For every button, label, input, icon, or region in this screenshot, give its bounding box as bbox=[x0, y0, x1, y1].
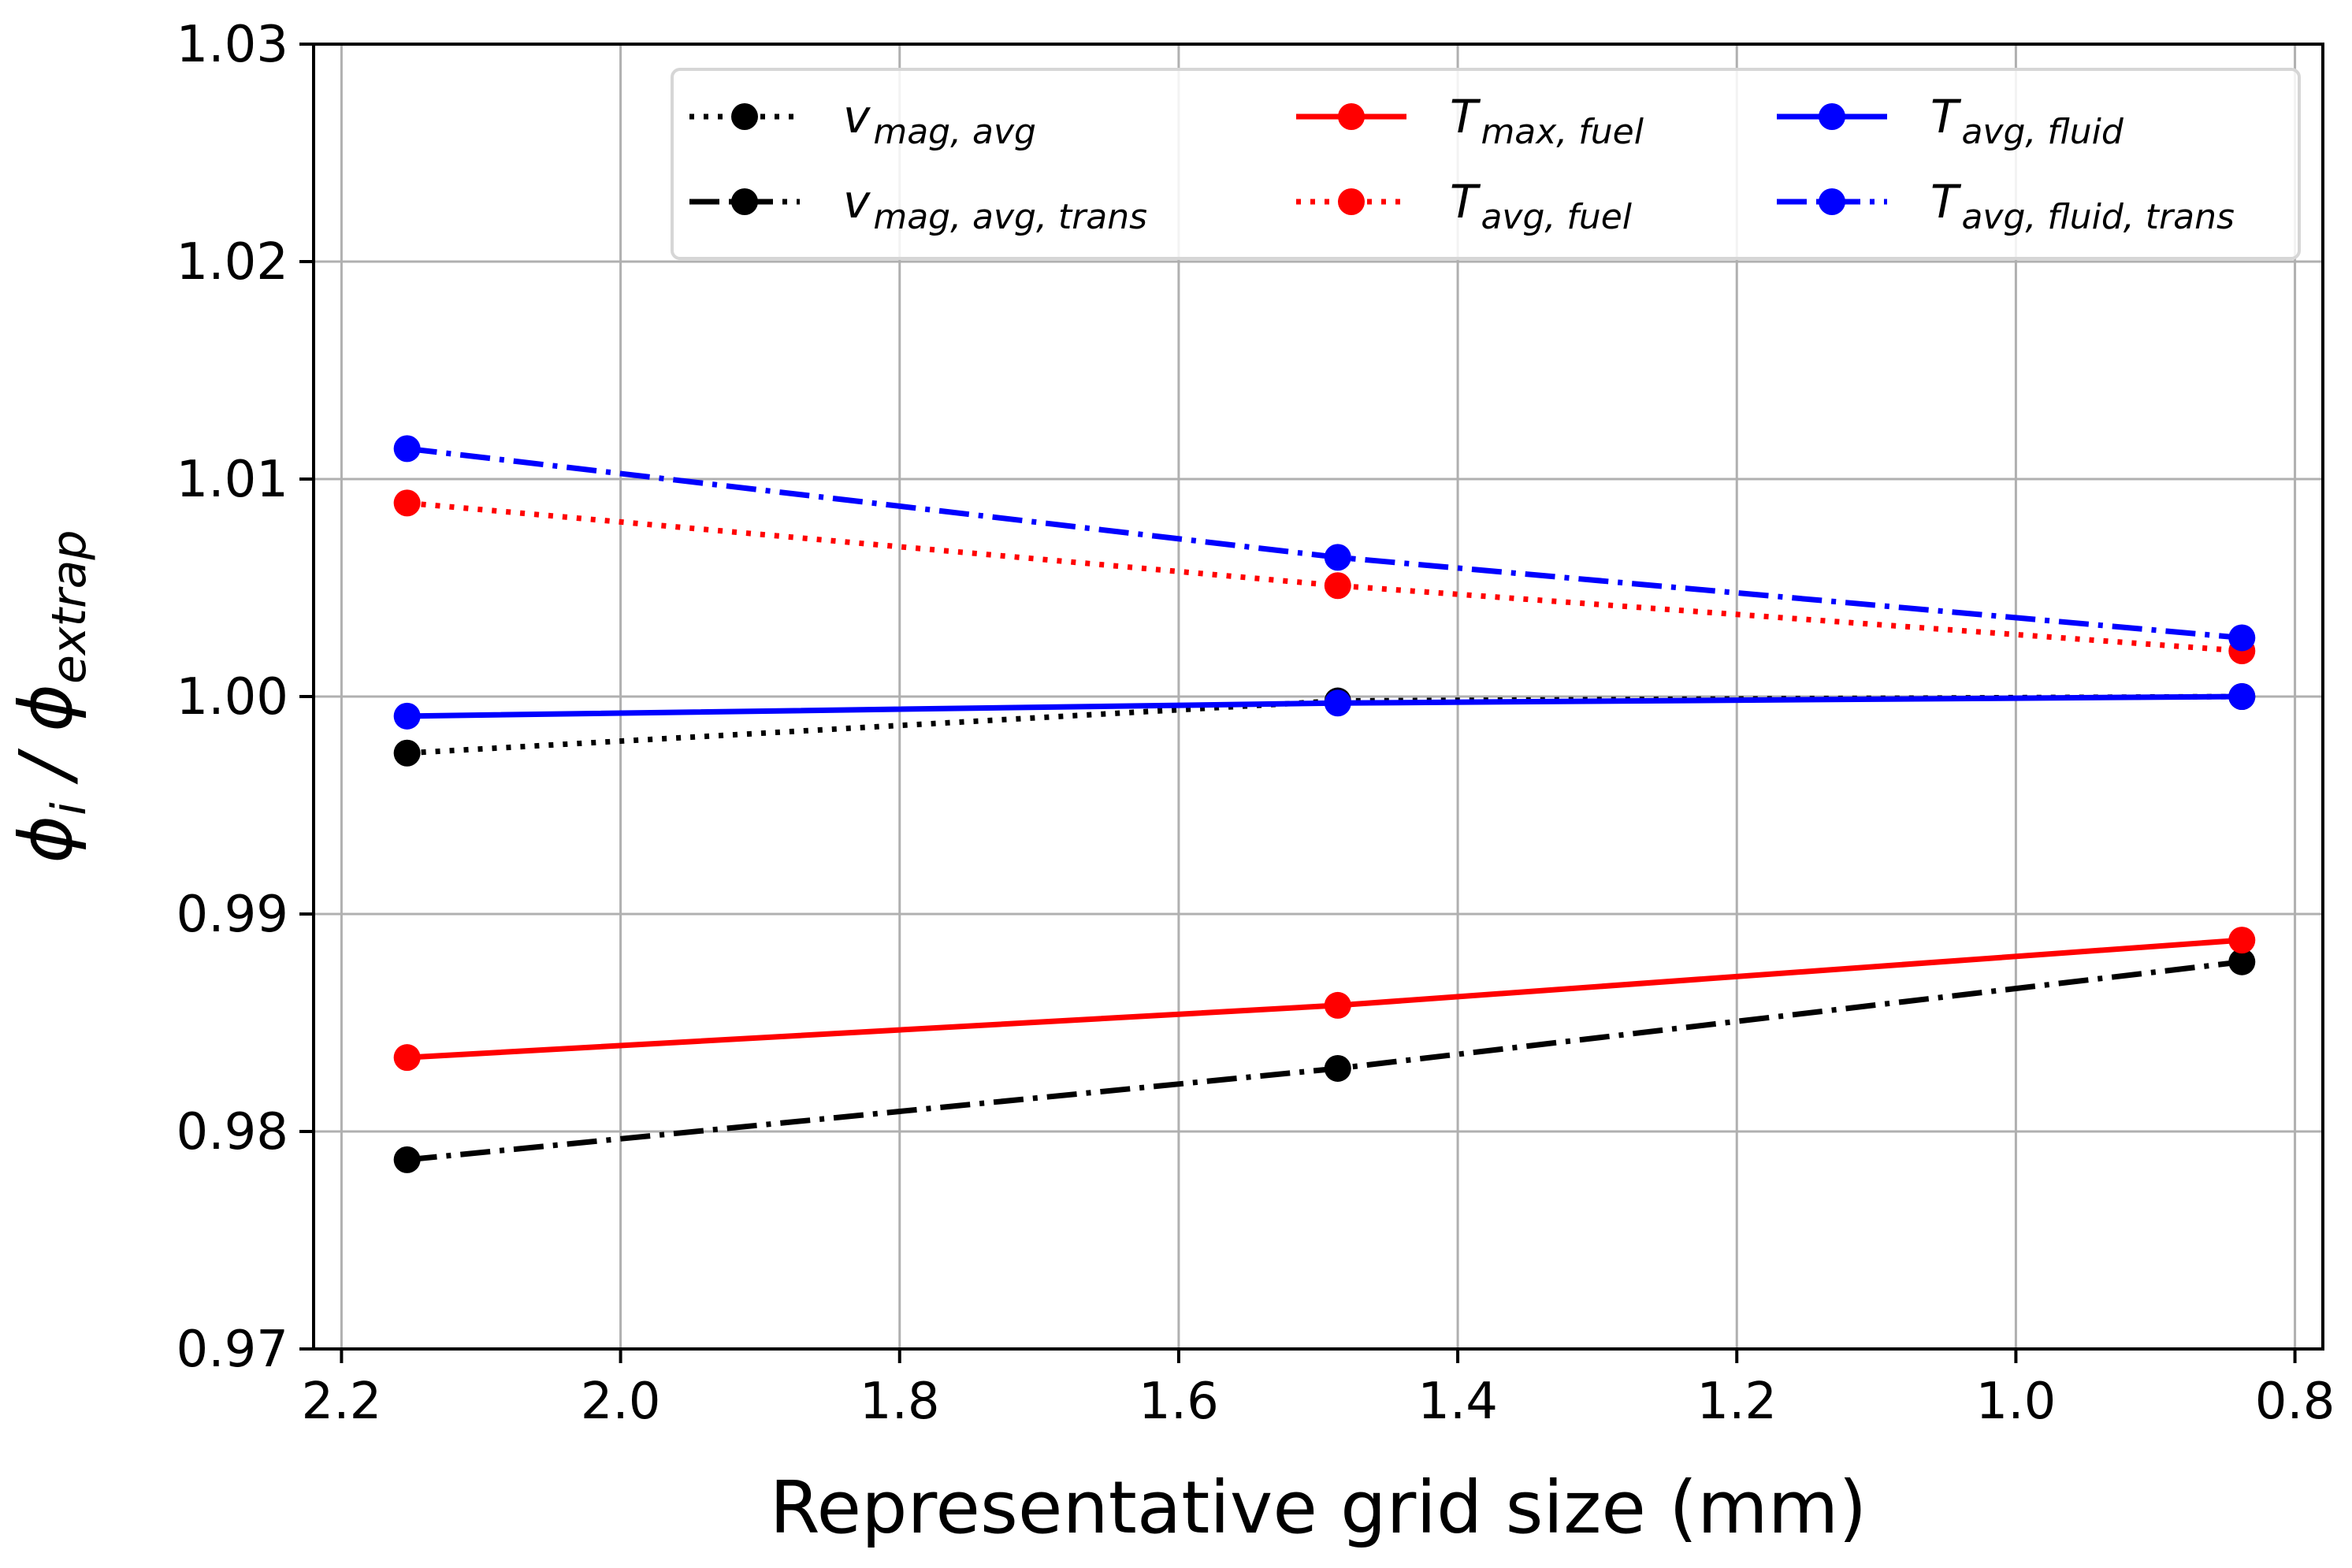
x-tick-label: 1.8 bbox=[860, 1373, 940, 1431]
series-5 bbox=[393, 435, 2256, 652]
legend-label-main: v bbox=[843, 90, 871, 143]
legend-label-sub: avg, fuel bbox=[1481, 197, 1632, 237]
x-tick-label: 0.8 bbox=[2255, 1373, 2335, 1431]
series-4 bbox=[393, 683, 2256, 730]
data-series bbox=[393, 435, 2256, 1173]
legend-entry: vmag, avg bbox=[689, 90, 1036, 152]
y-axis-title-sub-extrap: extrap bbox=[42, 529, 97, 683]
legend-label-main: T bbox=[1930, 175, 1962, 229]
legend-label-sub: mag, avg bbox=[873, 112, 1036, 152]
y-tick-label: 1.02 bbox=[176, 233, 289, 292]
series-3-point bbox=[1324, 572, 1351, 600]
x-tick-label: 1.4 bbox=[1418, 1373, 1498, 1431]
legend-swatch-marker bbox=[1819, 103, 1845, 130]
legend-box bbox=[671, 68, 2301, 260]
series-4-point bbox=[1324, 689, 1351, 717]
series-2 bbox=[393, 927, 2256, 1072]
x-tick-label: 2.2 bbox=[302, 1373, 382, 1431]
series-4-point bbox=[393, 702, 421, 730]
y-tick-label: 0.97 bbox=[176, 1321, 289, 1379]
series-5-point bbox=[1324, 544, 1351, 571]
legend-swatch-marker bbox=[731, 188, 758, 215]
series-1-point bbox=[2228, 948, 2256, 975]
x-tick-label: 1.0 bbox=[1976, 1373, 2057, 1431]
legend-entry: Tavg, fluid, trans bbox=[1777, 175, 2235, 237]
y-axis-title-sub-i: i bbox=[42, 802, 97, 816]
series-2-point bbox=[2228, 927, 2256, 954]
y-axis-title: ϕi / ϕextrap bbox=[4, 529, 97, 863]
axis-ticks: 2.2 2.0 1.8 1.6 1.4 1.2 1.0 0.8 0.97 0.98 0.99 1.00… bbox=[176, 16, 2335, 1431]
x-tick-label: 1.2 bbox=[1696, 1373, 1777, 1431]
x-tick-label: 2.0 bbox=[581, 1373, 661, 1431]
y-axis-title-separator: / bbox=[4, 732, 88, 802]
legend-label-main: T bbox=[1450, 90, 1481, 143]
legend-label: Tmax, fuel bbox=[1450, 90, 1644, 152]
legend-entry: Tmax, fuel bbox=[1296, 90, 1644, 152]
legend-label: Tavg, fluid, trans bbox=[1930, 175, 2235, 237]
y-tick-label: 0.99 bbox=[176, 886, 289, 944]
series-1 bbox=[393, 948, 2256, 1173]
legend-label-main: T bbox=[1930, 90, 1962, 143]
y-axis-title-phi-2: ϕ bbox=[4, 684, 88, 732]
series-2-point bbox=[393, 1044, 421, 1072]
legend-label-sub: avg, fluid, trans bbox=[1961, 197, 2234, 237]
legend-swatch-marker bbox=[731, 103, 758, 130]
y-tick-label: 1.01 bbox=[176, 451, 289, 509]
legend-label: Tavg, fuel bbox=[1450, 175, 1633, 237]
legend-label: vmag, avg, trans bbox=[843, 175, 1147, 237]
legend-label-sub: mag, avg, trans bbox=[873, 197, 1147, 237]
legend-label-sub: max, fuel bbox=[1481, 112, 1644, 152]
legend-entry: vmag, avg, trans bbox=[689, 175, 1147, 237]
legend-label-sub: avg, fluid bbox=[1961, 112, 2123, 152]
legend-entry: Tavg, fluid bbox=[1777, 90, 2124, 152]
series-1-point bbox=[393, 1146, 421, 1173]
series-4-point bbox=[2228, 683, 2256, 710]
series-3-point bbox=[393, 489, 421, 517]
series-5-point bbox=[2228, 624, 2256, 652]
series-2-point bbox=[1324, 991, 1351, 1019]
y-axis-title-phi: ϕ bbox=[4, 816, 88, 864]
series-0-point bbox=[393, 739, 421, 767]
legend-label: vmag, avg bbox=[843, 90, 1036, 152]
y-tick-label: 1.00 bbox=[176, 668, 289, 726]
legend-swatch-marker bbox=[1338, 188, 1365, 215]
legend-entry: Tavg, fuel bbox=[1296, 175, 1633, 237]
legend-swatch-marker bbox=[1819, 188, 1845, 215]
series-5-point bbox=[393, 435, 421, 463]
x-axis-title: Representative grid size (mm) bbox=[770, 1466, 1867, 1550]
legend-swatch-marker bbox=[1338, 103, 1365, 130]
y-tick-label: 1.03 bbox=[176, 16, 289, 74]
legend-label-main: v bbox=[843, 175, 871, 229]
legend-label-main: T bbox=[1450, 175, 1481, 229]
legend-label: Tavg, fluid bbox=[1930, 90, 2124, 152]
y-tick-label: 0.98 bbox=[176, 1103, 289, 1161]
series-1-point bbox=[1324, 1054, 1351, 1082]
x-tick-label: 1.6 bbox=[1139, 1373, 1219, 1431]
